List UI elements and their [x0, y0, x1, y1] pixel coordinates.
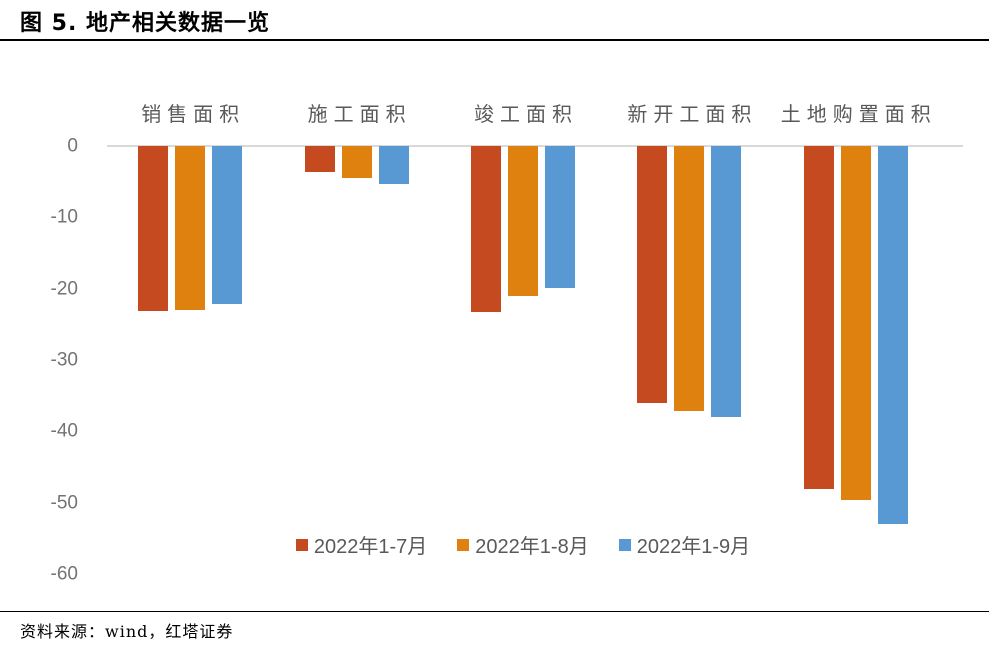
legend-label: 2022年1-9月	[636, 536, 751, 558]
legend-item: 2022年1-7月	[295, 530, 428, 559]
category-label: 新开工面积	[627, 102, 758, 126]
bar-2022年1-9月-新开工面积	[711, 146, 742, 417]
bar-2022年1-8月-销售面积	[175, 146, 206, 310]
legend: 2022年1-7月 2022年1-8月 2022年1-9月	[107, 530, 939, 559]
figure-title: 图 5. 地产相关数据一览	[20, 11, 270, 36]
y-axis-tick-label: -20	[50, 278, 78, 300]
category-label: 土地购置面积	[780, 102, 937, 126]
bar-2022年1-8月-新开工面积	[674, 146, 705, 411]
bar-2022年1-7月-土地购置面积	[803, 146, 834, 489]
bar-2022年1-7月-竣工面积	[471, 146, 501, 312]
bar-2022年1-9月-销售面积	[212, 146, 243, 304]
legend-label: 2022年1-8月	[475, 536, 589, 558]
y-axis-tick-label: -10	[50, 206, 78, 228]
bar-2022年1-9月-土地购置面积	[877, 146, 908, 524]
title-divider	[0, 39, 989, 41]
bar-2022年1-8月-竣工面积	[508, 146, 538, 296]
legend-item: 2022年1-9月	[618, 530, 751, 559]
source-note: 资料来源：wind，红塔证券	[20, 622, 234, 641]
y-axis-tick-label: -30	[50, 349, 78, 371]
legend-swatch-icon	[295, 538, 308, 551]
bar-2022年1-9月-竣工面积	[545, 146, 575, 288]
bar-2022年1-7月-销售面积	[138, 146, 169, 311]
y-axis-tick-label: -40	[50, 420, 78, 442]
bar-2022年1-7月-新开工面积	[637, 146, 668, 403]
legend-label: 2022年1-7月	[313, 536, 428, 558]
y-axis-tick-label: -60	[50, 563, 78, 585]
legend-swatch-icon	[457, 538, 470, 551]
bar-2022年1-9月-施工面积	[378, 146, 409, 184]
y-axis-tick-label: 0	[67, 135, 78, 157]
category-label: 竣工面积	[474, 102, 578, 126]
bar-2022年1-8月-土地购置面积	[840, 146, 871, 500]
legend-item: 2022年1-8月	[457, 530, 589, 559]
y-axis-tick-label: -50	[50, 492, 78, 513]
legend-swatch-icon	[618, 538, 631, 551]
category-label: 销售面积	[141, 102, 246, 126]
bottom-divider	[0, 611, 989, 612]
bar-2022年1-8月-施工面积	[341, 146, 372, 178]
bar-2022年1-7月-施工面积	[304, 146, 335, 172]
category-label: 施工面积	[307, 102, 412, 126]
